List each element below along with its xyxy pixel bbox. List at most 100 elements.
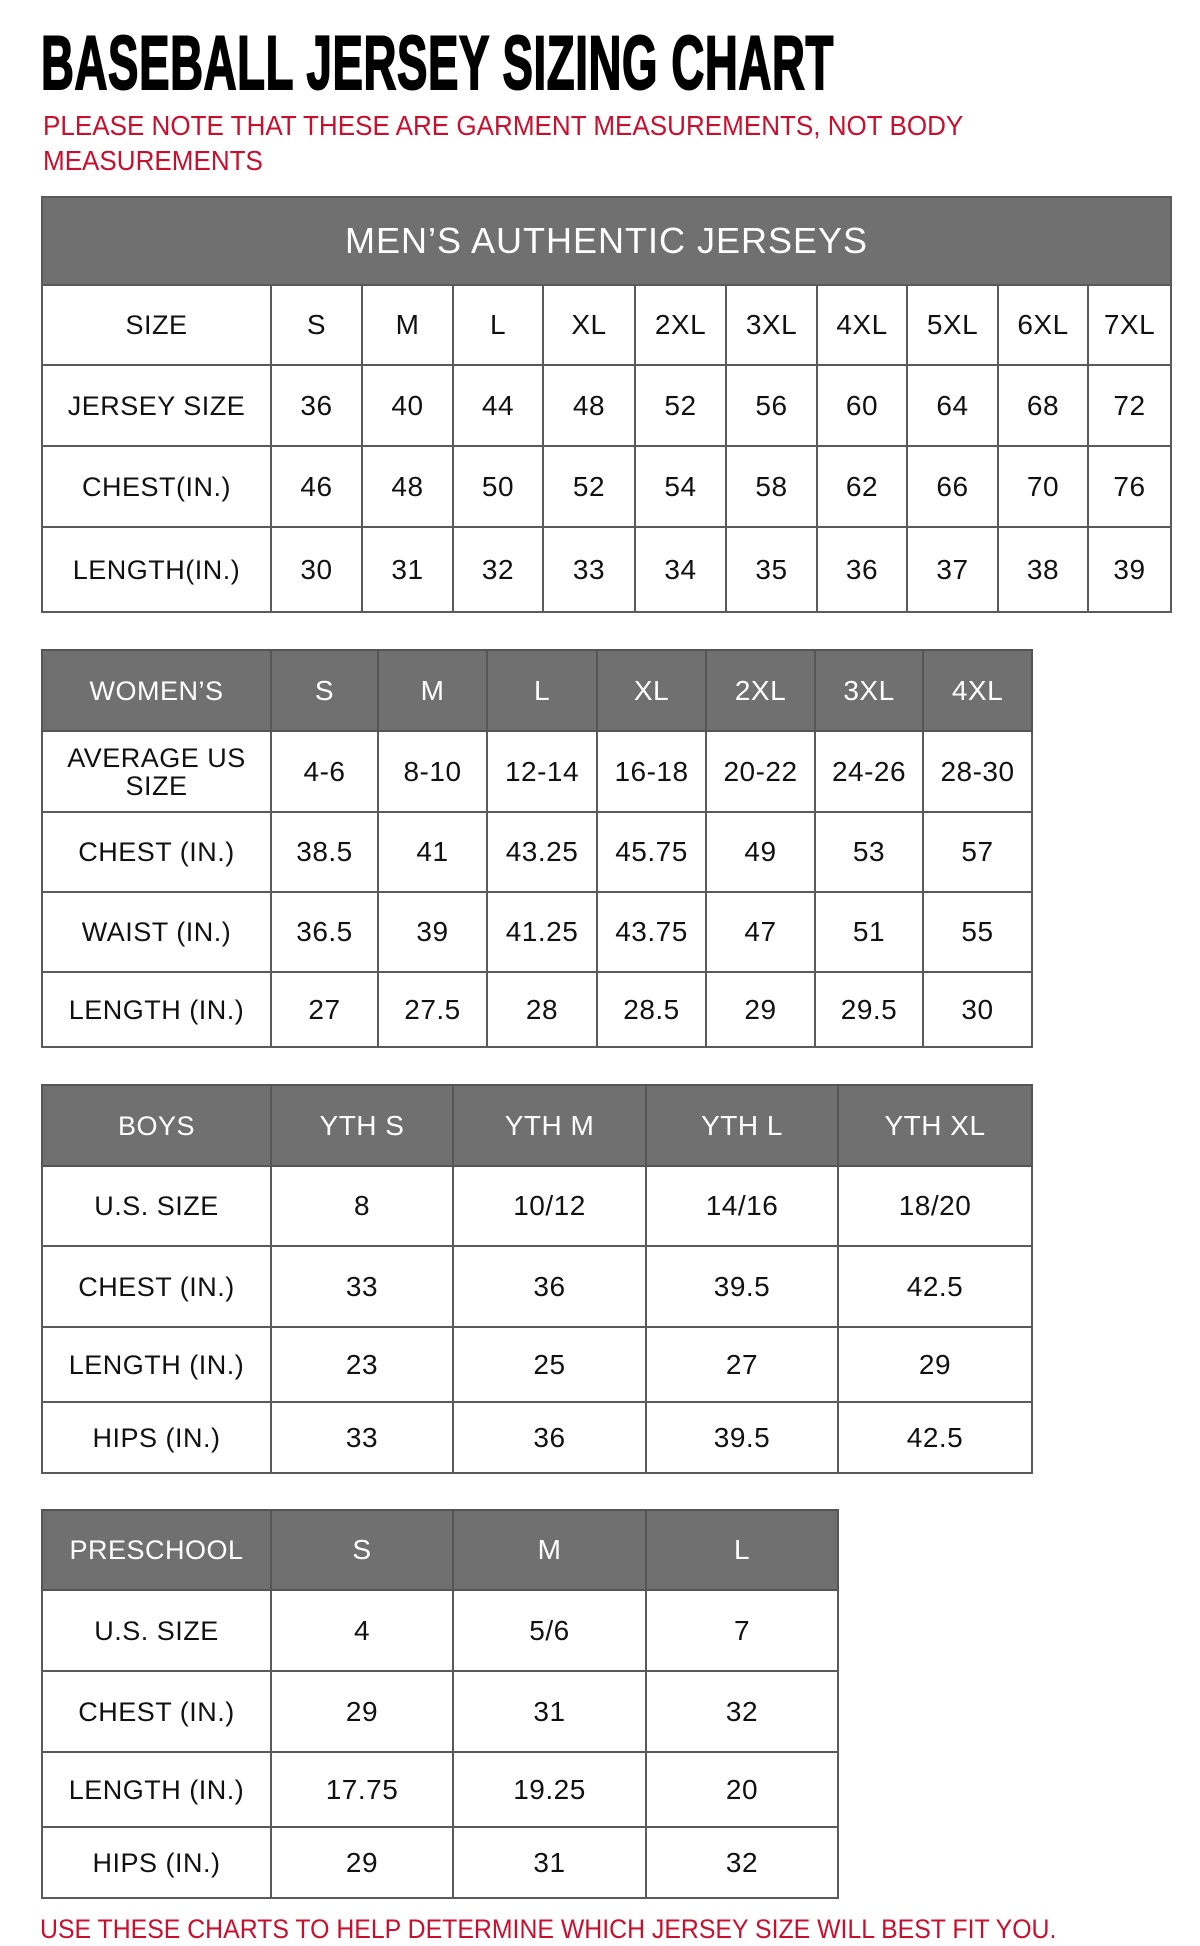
measurement-cell: 49 — [705, 811, 816, 893]
measurement-cell: 32 — [645, 1826, 839, 1899]
table-row: CHEST(IN.) 46 48 50 52 54 58 62 66 70 76 — [41, 445, 1173, 528]
row-label-cell: CHEST (IN.) — [41, 1245, 272, 1328]
measurement-cell: 14/16 — [645, 1165, 839, 1247]
measurement-cell: 34 — [634, 526, 727, 613]
size-header-cell: YTH L — [645, 1084, 839, 1167]
row-label-cell: CHEST(IN.) — [41, 445, 272, 528]
measurement-cell: 40 — [361, 364, 454, 447]
measurement-cell: 4 — [270, 1589, 454, 1672]
measurement-cell: 37 — [906, 526, 999, 613]
measurement-cell: 48 — [361, 445, 454, 528]
size-header-cell: 5XL — [906, 284, 999, 366]
size-header-cell: 2XL — [705, 649, 816, 732]
measurement-cell: 16-18 — [596, 730, 707, 813]
table-row: AVERAGE US SIZE 4-6 8-10 12-14 16-18 20-22 24-… — [41, 730, 1033, 813]
measurement-cell: 29 — [270, 1670, 454, 1753]
measurement-cell: 36.5 — [270, 891, 379, 973]
size-header-cell: M — [361, 284, 454, 366]
measurement-cell: 44 — [452, 364, 544, 447]
measurement-cell: 70 — [997, 445, 1089, 528]
measurement-cell: 29 — [705, 971, 816, 1048]
size-header-cell: XL — [596, 649, 707, 732]
size-header-cell: M — [452, 1509, 647, 1591]
measurement-cell: 36 — [452, 1401, 647, 1474]
table-header-row: PRESCHOOL S M L — [41, 1509, 839, 1591]
size-header-cell: YTH M — [452, 1084, 647, 1167]
measurement-cell: 31 — [452, 1826, 647, 1899]
size-header-cell: 4XL — [816, 284, 908, 366]
measurement-cell: 39.5 — [645, 1245, 839, 1328]
measurement-cell: 36 — [452, 1245, 647, 1328]
measurement-cell: 27 — [270, 971, 379, 1048]
measurement-cell: 41 — [377, 811, 488, 893]
size-header-cell: S — [270, 649, 379, 732]
row-label-cell: U.S. SIZE — [41, 1165, 272, 1247]
mens-size-table: MEN’S AUTHENTIC JERSEYS SIZE S M L XL 2XL 3XL 4X… — [40, 196, 1173, 613]
row-label-cell: HIPS (IN.) — [41, 1826, 272, 1899]
row-label-cell: HIPS (IN.) — [41, 1401, 272, 1474]
measurement-cell: 28-30 — [922, 730, 1033, 813]
measurement-cell: 36 — [270, 364, 363, 447]
measurement-cell: 38 — [997, 526, 1089, 613]
table-row: LENGTH (IN.) 17.75 19.25 20 — [41, 1751, 839, 1828]
size-header-cell: 4XL — [922, 649, 1033, 732]
measurement-cell: 32 — [452, 526, 544, 613]
table-row: U.S. SIZE 8 10/12 14/16 18/20 — [41, 1165, 1033, 1247]
row-label-cell: AVERAGE US SIZE — [41, 730, 272, 813]
measurement-cell: 53 — [814, 811, 924, 893]
page-title: BASEBALL JERSEY SIZING CHART — [40, 21, 834, 106]
measurement-cell: 5/6 — [452, 1589, 647, 1672]
measurement-cell: 43.25 — [486, 811, 598, 893]
measurement-cell: 25 — [452, 1326, 647, 1403]
table-row: LENGTH (IN.) 27 27.5 28 28.5 29 29.5 30 — [41, 971, 1033, 1048]
size-header-cell: M — [377, 649, 488, 732]
table-row: LENGTH (IN.) 23 25 27 29 — [41, 1326, 1033, 1403]
measurement-cell: 72 — [1086, 364, 1173, 447]
row-label-cell: U.S. SIZE — [41, 1589, 272, 1672]
table-row: JERSEY SIZE 36 40 44 48 52 56 60 64 68 72 — [41, 364, 1173, 447]
measurement-cell: 56 — [725, 364, 818, 447]
row-label-cell: LENGTH (IN.) — [41, 1751, 272, 1828]
measurement-cell: 47 — [705, 891, 816, 973]
measurement-cell: 12-14 — [486, 730, 598, 813]
measurement-cell: 18/20 — [837, 1165, 1033, 1247]
size-header-cell: XL — [542, 284, 636, 366]
row-label-cell: LENGTH (IN.) — [41, 971, 272, 1048]
measurement-cell: 4-6 — [270, 730, 379, 813]
measurement-cell: 8 — [270, 1165, 454, 1247]
table-row: CHEST (IN.) 38.5 41 43.25 45.75 49 53 57 — [41, 811, 1033, 893]
size-header-cell: S — [270, 1509, 454, 1591]
measurement-cell: 54 — [634, 445, 727, 528]
measurement-cell: 66 — [906, 445, 999, 528]
measurement-cell: 39 — [1086, 526, 1173, 613]
measurement-cell: 52 — [634, 364, 727, 447]
row-label-cell: CHEST (IN.) — [41, 811, 272, 893]
measurement-cell: 58 — [725, 445, 818, 528]
header-label-cell: PRESCHOOL — [41, 1509, 272, 1591]
measurement-cell: 57 — [922, 811, 1033, 893]
row-label-cell: CHEST (IN.) — [41, 1670, 272, 1753]
measurement-cell: 27.5 — [377, 971, 488, 1048]
measurement-cell: 62 — [816, 445, 908, 528]
measurement-cell: 51 — [814, 891, 924, 973]
header-label-cell: WOMEN’S — [41, 649, 272, 732]
size-header-cell: YTH XL — [837, 1084, 1033, 1167]
measurement-cell: 50 — [452, 445, 544, 528]
measurement-cell: 30 — [270, 526, 363, 613]
measurement-cell: 35 — [725, 526, 818, 613]
measurement-cell: 45.75 — [596, 811, 707, 893]
measurement-cell: 39.5 — [645, 1401, 839, 1474]
measurement-cell: 36 — [816, 526, 908, 613]
size-header-cell: 7XL — [1086, 284, 1173, 366]
size-header-cell: L — [486, 649, 598, 732]
measurement-cell: 20 — [645, 1751, 839, 1828]
row-label-cell: WAIST (IN.) — [41, 891, 272, 973]
measurement-cell: 29.5 — [814, 971, 924, 1048]
measurement-cell: 39 — [377, 891, 488, 973]
preschool-size-table: PRESCHOOL S M L U.S. SIZE 4 5/6 7 CHEST (IN.) 29 3… — [41, 1509, 839, 1899]
measurement-cell: 42.5 — [837, 1401, 1033, 1474]
measurement-cell: 52 — [542, 445, 636, 528]
size-header-cell: YTH S — [270, 1084, 454, 1167]
table-banner-title: MEN’S AUTHENTIC JERSEYS — [40, 196, 1173, 286]
boys-size-table: BOYS YTH S YTH M YTH L YTH XL U.S. SIZE 8 10/12… — [41, 1084, 1033, 1474]
